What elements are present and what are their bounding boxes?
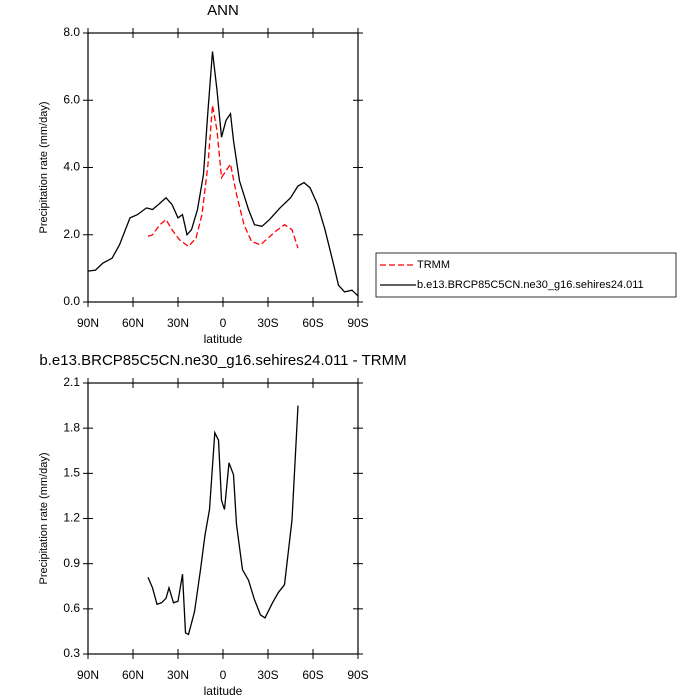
chart-title: b.e13.BRCP85C5CN.ne30_g16.sehires24.011 … — [39, 352, 406, 369]
x-tick-label: 90S — [347, 668, 368, 682]
y-tick-label: 8.0 — [63, 25, 80, 39]
y-tick-label: 4.0 — [63, 160, 80, 174]
x-tick-label: 0 — [220, 668, 227, 682]
x-tick-label: 60N — [122, 668, 144, 682]
x-tick-label: 90N — [77, 316, 99, 330]
y-tick-label: 6.0 — [63, 92, 80, 106]
x-tick-label: 30N — [167, 668, 189, 682]
x-tick-label: 90S — [347, 316, 368, 330]
y-tick-label: 0.0 — [63, 294, 80, 308]
x-tick-label: 90N — [77, 668, 99, 682]
x-tick-label: 60S — [302, 316, 323, 330]
y-tick-label: 0.6 — [63, 601, 80, 615]
legend-label: TRMM — [417, 259, 450, 271]
x-tick-label: 60S — [302, 668, 323, 682]
x-axis-label: latitude — [204, 684, 243, 698]
data-line — [147, 405, 299, 636]
y-tick-label: 1.2 — [63, 511, 80, 525]
legend-box — [375, 252, 677, 298]
y-tick-label: 1.8 — [63, 420, 80, 434]
y-tick-label: 0.3 — [63, 646, 80, 660]
x-tick-label: 60N — [122, 316, 144, 330]
chart-title: ANN — [207, 2, 239, 19]
plot-frame — [87, 32, 359, 303]
x-axis-label: latitude — [204, 332, 243, 346]
legend-label: b.e13.BRCP85C5CN.ne30_g16.sehires24.011 — [417, 279, 644, 291]
y-tick-label: 2.1 — [63, 375, 80, 389]
x-tick-label: 30S — [257, 316, 278, 330]
x-tick-label: 0 — [220, 316, 227, 330]
y-axis-label: Precipitation rate (mm/day) — [38, 452, 50, 584]
y-tick-label: 1.5 — [63, 466, 80, 480]
y-tick-label: 0.9 — [63, 556, 80, 570]
y-tick-label: 2.0 — [63, 227, 80, 241]
x-tick-label: 30S — [257, 668, 278, 682]
y-axis-label: Precipitation rate (mm/day) — [38, 101, 50, 233]
x-tick-label: 30N — [167, 316, 189, 330]
data-line — [147, 105, 299, 249]
plot-frame — [87, 382, 359, 655]
data-line — [87, 51, 359, 297]
